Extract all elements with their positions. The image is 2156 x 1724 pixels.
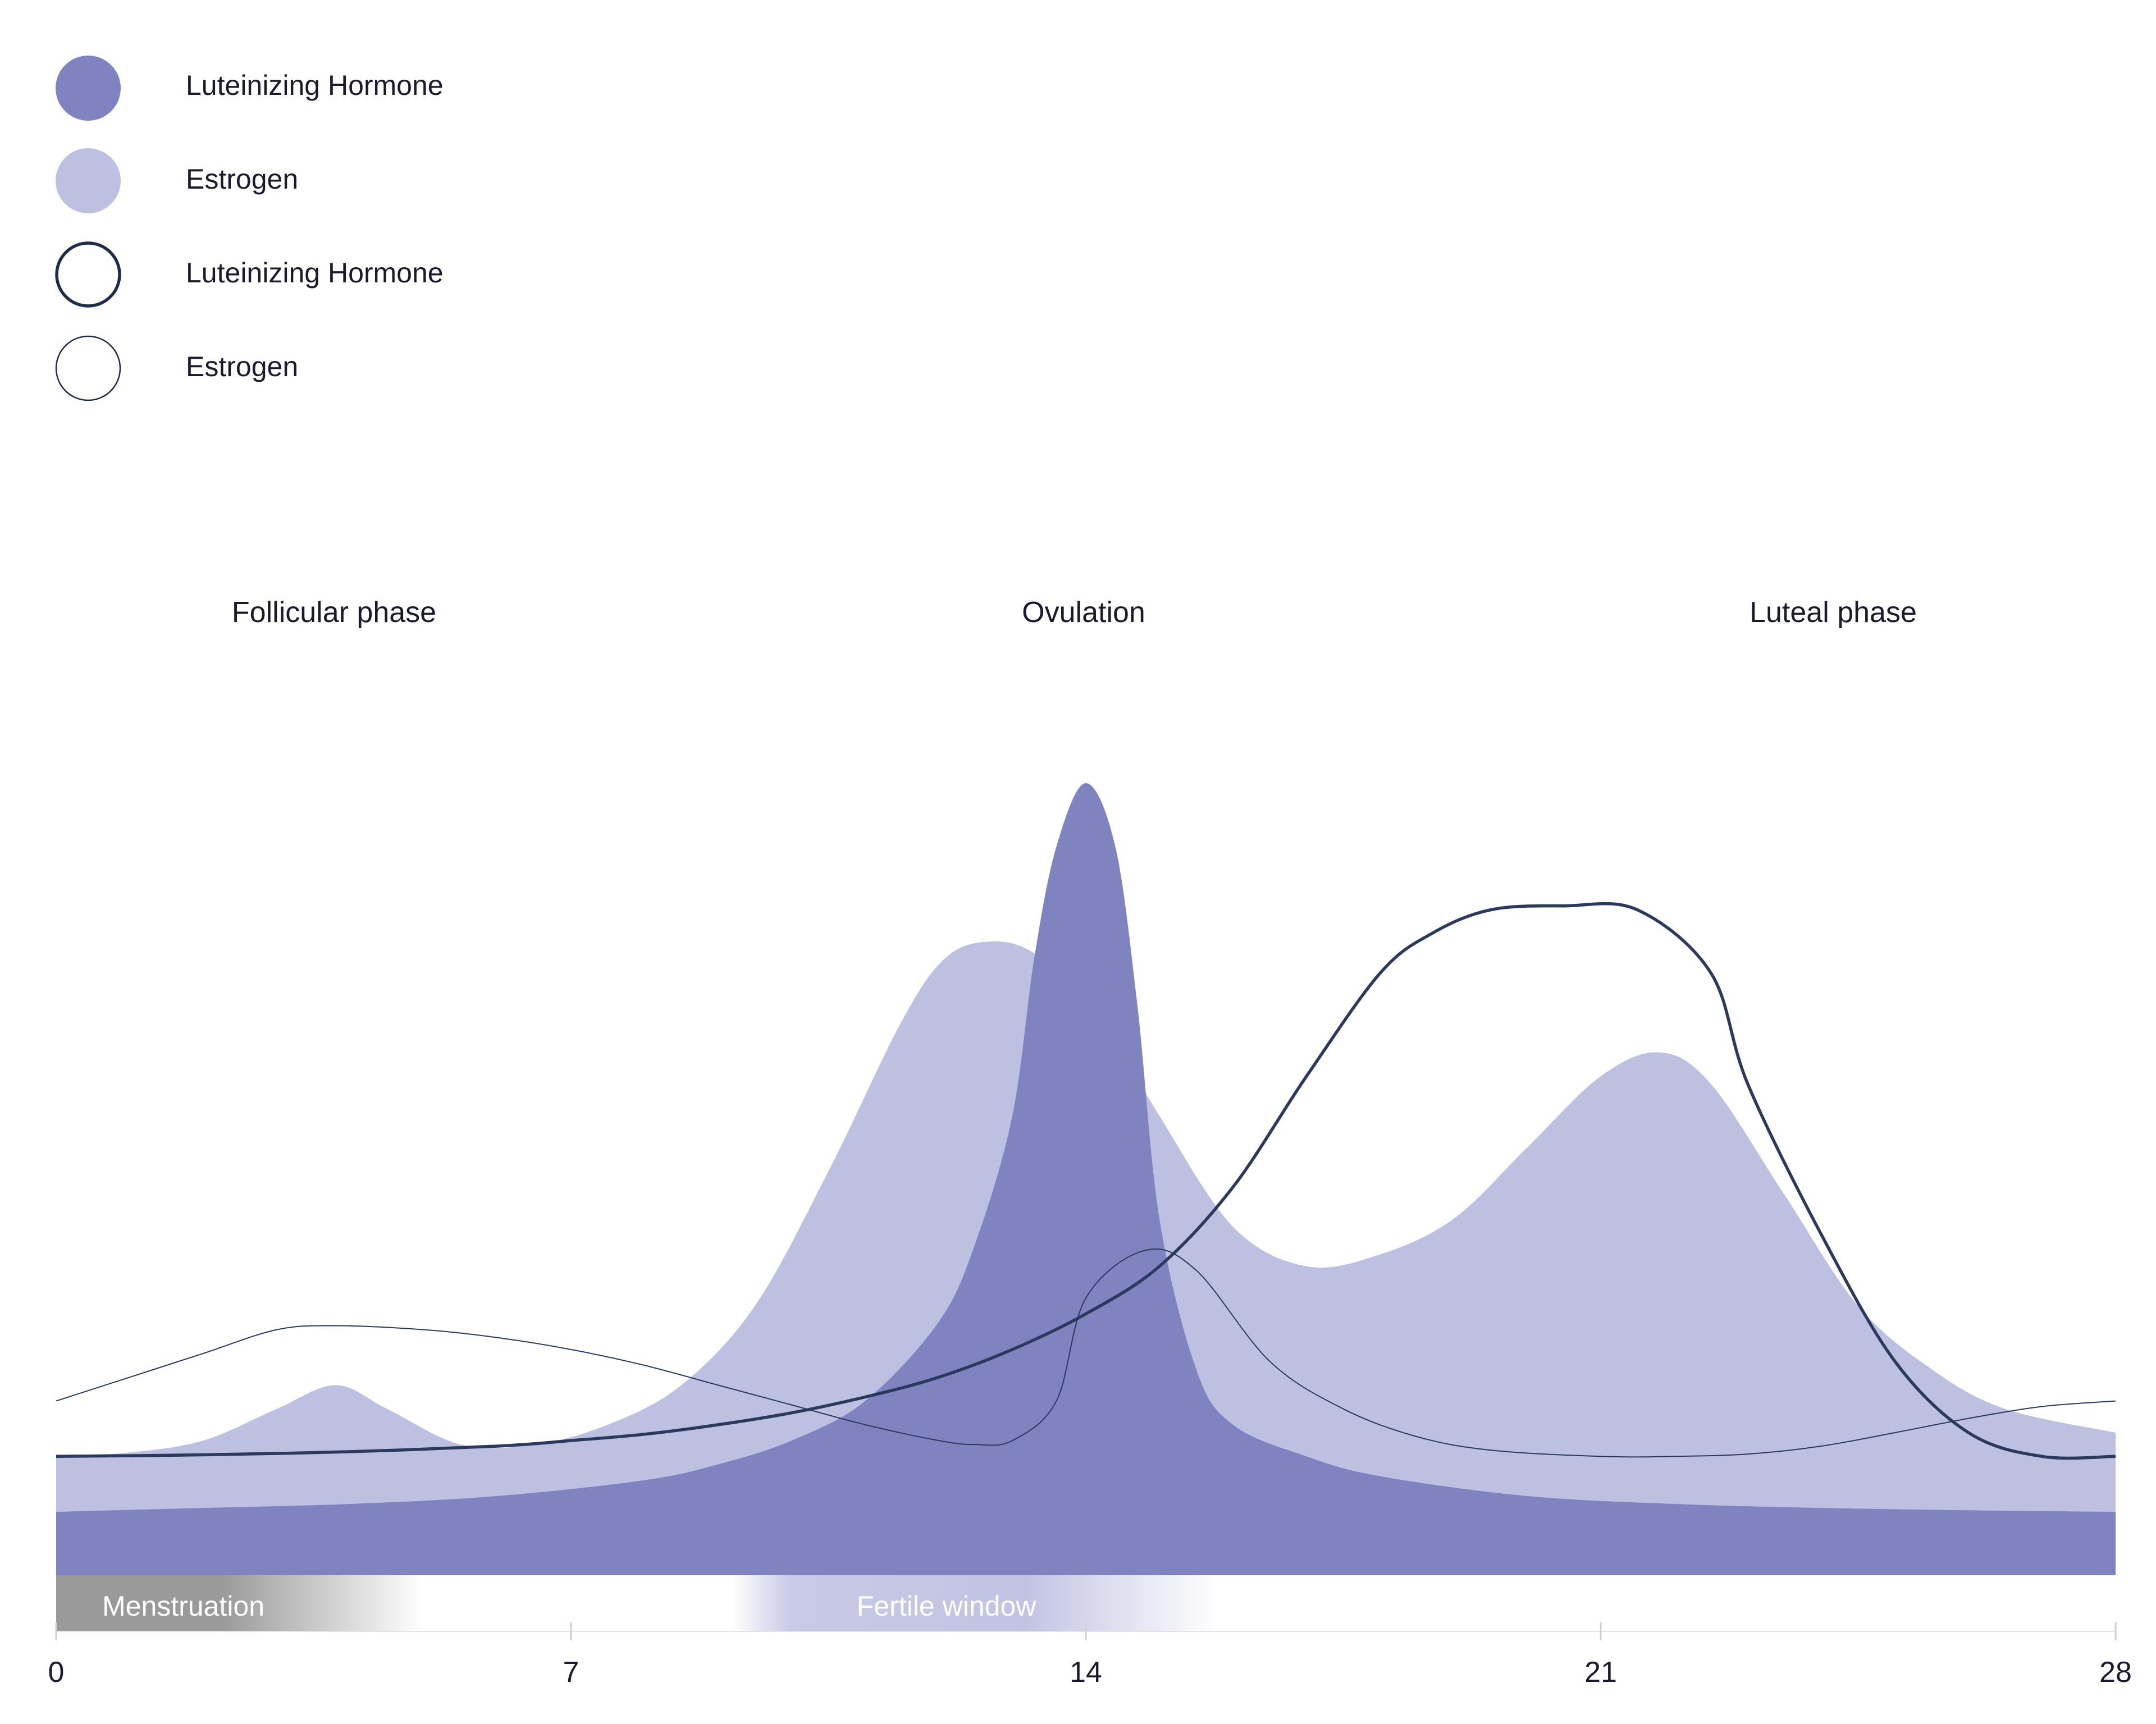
legend-item-lh-filled[interactable]: Luteinizing Hormone [56,56,444,121]
x-tick-label: 21 [1584,1656,1617,1689]
phase-label-luteal: Luteal phase [1750,596,1917,629]
menstruation-band [56,1575,424,1631]
plot-area [56,783,2116,1575]
lh-outline-line [56,902,2116,1460]
fertile-window-label: Fertile window [857,1590,1036,1622]
x-tick-label: 28 [2099,1656,2132,1689]
menstruation-label: Menstruation [102,1590,264,1622]
fertile-window-band [733,1575,1218,1631]
x-tick-label: 7 [563,1656,579,1689]
x-tick-label: 0 [48,1656,65,1689]
legend-item-estrogen-outline[interactable]: Estrogen [55,335,298,401]
phase-labels: Follicular phase Ovulation Luteal phase [232,596,1917,629]
legend-swatch-lh-filled [56,56,121,121]
legend-label: Estrogen [186,163,298,195]
legend-swatch-lh-outline [55,241,121,308]
legend-swatch-estrogen-outline [55,335,121,401]
legend-label: Luteinizing Hormone [186,257,444,289]
lh-area [56,783,2116,1575]
legend-label: Luteinizing Hormone [186,70,444,101]
x-tick-label: 14 [1070,1656,1102,1689]
cycle-bands: Menstruation Fertile window [56,1575,1218,1631]
legend-item-lh-outline[interactable]: Luteinizing Hormone [55,241,444,308]
legend-item-estrogen-filled[interactable]: Estrogen [56,148,298,213]
legend-label: Estrogen [186,351,298,382]
phase-label-ovulation: Ovulation [1022,596,1145,629]
legend-swatch-estrogen-filled [56,148,121,213]
x-axis: 0 7 14 21 28 [48,1622,2132,1689]
legend: Luteinizing Hormone Estrogen Luteinizing… [55,56,444,401]
phase-label-follicular: Follicular phase [232,596,436,629]
estrogen-outline-line [56,1248,2116,1458]
